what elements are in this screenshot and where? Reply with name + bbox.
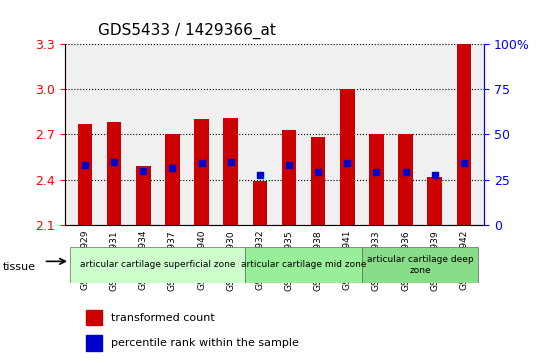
Text: articular cartilage superficial zone: articular cartilage superficial zone <box>80 261 236 269</box>
Bar <box>340 89 355 225</box>
Point <box>401 169 410 175</box>
Text: articular cartilage mid zone: articular cartilage mid zone <box>241 261 366 269</box>
Point <box>110 159 118 164</box>
FancyBboxPatch shape <box>362 247 478 283</box>
Bar <box>427 177 442 225</box>
Point <box>372 169 381 175</box>
Bar <box>136 166 151 225</box>
FancyBboxPatch shape <box>70 247 245 283</box>
Point <box>430 172 439 178</box>
Bar <box>311 137 325 225</box>
Point <box>256 172 264 178</box>
Text: articular cartilage deep
zone: articular cartilage deep zone <box>367 255 473 275</box>
Point <box>343 160 351 166</box>
Bar <box>194 119 209 225</box>
Text: percentile rank within the sample: percentile rank within the sample <box>111 338 299 348</box>
Bar <box>86 310 102 325</box>
Point <box>168 165 176 171</box>
Bar <box>398 134 413 225</box>
Point <box>197 160 206 166</box>
Point <box>285 162 293 167</box>
Text: tissue: tissue <box>3 262 36 272</box>
Point <box>459 160 468 166</box>
Bar <box>457 44 471 225</box>
Point <box>226 159 235 164</box>
Bar <box>77 124 92 225</box>
Bar <box>165 134 180 225</box>
Bar <box>107 122 122 225</box>
Bar <box>369 134 384 225</box>
FancyBboxPatch shape <box>245 247 362 283</box>
Bar <box>282 130 296 225</box>
Point <box>314 169 322 175</box>
Bar <box>86 335 102 351</box>
Point <box>139 168 147 174</box>
Bar <box>223 118 238 225</box>
Text: GDS5433 / 1429366_at: GDS5433 / 1429366_at <box>98 23 276 40</box>
Bar <box>252 181 267 225</box>
Point <box>81 162 89 167</box>
Text: transformed count: transformed count <box>111 313 215 323</box>
